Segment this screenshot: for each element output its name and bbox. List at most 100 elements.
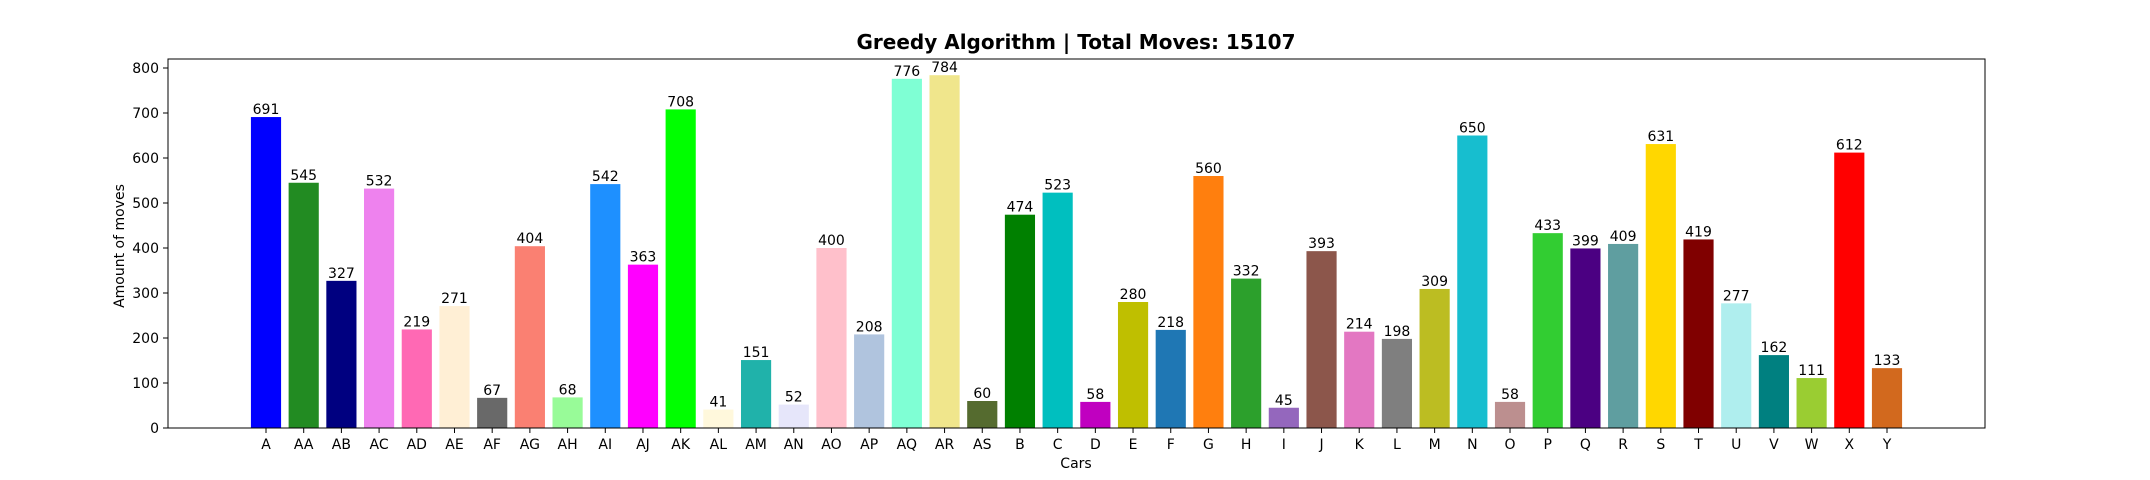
- value-label-a: 691: [253, 102, 280, 118]
- x-tick-label-y: Y: [1882, 437, 1892, 453]
- value-label-q: 399: [1572, 233, 1599, 249]
- value-label-k: 214: [1346, 317, 1373, 333]
- bar-p: [1532, 233, 1563, 428]
- value-label-d: 58: [1086, 387, 1104, 403]
- bar-ar: [929, 75, 960, 428]
- value-label-j: 393: [1308, 236, 1335, 252]
- bar-ao: [816, 248, 847, 428]
- bar-r: [1608, 243, 1639, 428]
- value-label-l: 198: [1384, 324, 1411, 340]
- x-tick-label-af: AF: [483, 437, 501, 453]
- x-tick-label-ag: AG: [520, 437, 540, 453]
- value-label-y: 133: [1874, 353, 1901, 369]
- y-tick-label-600: 600: [132, 151, 159, 167]
- y-tick-label-500: 500: [132, 196, 159, 212]
- bar-ai: [590, 184, 621, 428]
- bar-h: [1231, 278, 1262, 428]
- bar-ad: [401, 329, 432, 428]
- bar-ap: [854, 334, 885, 428]
- value-label-t: 419: [1685, 224, 1712, 240]
- bar-aa: [288, 182, 319, 428]
- x-tick-label-k: K: [1355, 437, 1365, 453]
- bar-l: [1381, 338, 1413, 428]
- value-label-ah: 68: [559, 382, 577, 398]
- x-tick-label-ak: AK: [671, 437, 691, 453]
- value-label-h: 332: [1233, 264, 1260, 280]
- value-label-u: 277: [1723, 288, 1750, 304]
- x-tick-label-aq: AQ: [897, 437, 917, 453]
- value-label-f: 218: [1157, 315, 1184, 331]
- value-label-ar: 784: [931, 60, 958, 76]
- value-label-s: 631: [1647, 129, 1674, 145]
- value-label-b: 474: [1007, 200, 1034, 216]
- bar-am: [740, 360, 772, 428]
- bar-x: [1834, 152, 1865, 428]
- x-tick-label-r: R: [1618, 437, 1628, 453]
- bar-af: [477, 397, 508, 428]
- x-tick-label-m: M: [1429, 437, 1441, 453]
- bar-ak: [665, 109, 696, 429]
- x-tick-label-ah: AH: [558, 437, 578, 453]
- y-tick-label-700: 700: [132, 106, 159, 122]
- value-label-m: 309: [1421, 274, 1448, 290]
- value-label-aa: 545: [290, 168, 317, 184]
- x-tick-label-c: C: [1053, 437, 1063, 453]
- y-tick-label-400: 400: [132, 241, 159, 257]
- bar-v: [1758, 355, 1789, 428]
- bar-m: [1419, 288, 1450, 428]
- x-tick-label-w: W: [1805, 437, 1819, 453]
- bar-ah: [552, 397, 583, 428]
- x-tick-label-q: Q: [1580, 437, 1591, 453]
- bar-y: [1871, 368, 1903, 428]
- value-label-w: 111: [1798, 363, 1825, 379]
- value-label-ao: 400: [818, 233, 845, 249]
- bar-t: [1683, 239, 1714, 428]
- value-label-ac: 532: [366, 174, 393, 190]
- x-tick-label-l: L: [1393, 437, 1401, 453]
- x-tick-label-i: I: [1282, 437, 1286, 453]
- value-label-an: 52: [785, 390, 803, 406]
- x-tick-label-an: AN: [784, 437, 804, 453]
- y-tick-label-100: 100: [132, 376, 159, 392]
- x-tick-label-v: V: [1769, 437, 1779, 453]
- bar-ac: [364, 188, 395, 428]
- bar-i: [1268, 407, 1299, 428]
- x-axis-label: Cars: [1060, 456, 1091, 472]
- x-tick-label-t: T: [1693, 437, 1703, 453]
- bar-c: [1042, 192, 1073, 428]
- value-label-aj: 363: [630, 250, 657, 266]
- bar-ag: [514, 246, 545, 428]
- y-ticks-group: 0 100 200 300 400 500 600 700 800: [132, 61, 168, 437]
- x-tick-label-s: S: [1656, 437, 1665, 453]
- bar-f: [1155, 329, 1186, 428]
- value-label-ag: 404: [517, 231, 544, 247]
- value-label-af: 67: [483, 383, 501, 399]
- x-tick-label-ae: AE: [445, 437, 463, 453]
- x-tick-label-x: X: [1845, 437, 1855, 453]
- y-axis-label: Amount of moves: [112, 184, 128, 308]
- x-tick-label-ar: AR: [935, 437, 955, 453]
- bar-ab: [326, 280, 357, 428]
- value-label-x: 612: [1836, 138, 1863, 154]
- x-tick-label-aj: AJ: [636, 437, 650, 453]
- bar-aj: [627, 264, 659, 428]
- y-tick-label-0: 0: [150, 421, 159, 437]
- value-label-ae: 271: [441, 291, 468, 307]
- bar-d: [1080, 401, 1111, 428]
- bar-a: [250, 117, 282, 429]
- x-tick-label-e: E: [1129, 437, 1138, 453]
- value-label-o: 58: [1501, 387, 1519, 403]
- x-tick-label-ai: AI: [598, 437, 612, 453]
- bar-w: [1796, 378, 1827, 428]
- value-label-ak: 708: [667, 94, 694, 110]
- value-label-aq: 776: [893, 64, 920, 80]
- x-tick-label-al: AL: [710, 437, 728, 453]
- x-tick-label-ab: AB: [332, 437, 351, 453]
- bar-al: [703, 409, 734, 428]
- value-label-v: 162: [1761, 340, 1788, 356]
- value-label-ap: 208: [856, 319, 883, 335]
- value-label-i: 45: [1275, 393, 1293, 409]
- chart-title: Greedy Algorithm | Total Moves: 15107: [857, 30, 1296, 54]
- x-tick-label-ap: AP: [860, 437, 878, 453]
- x-tick-label-ao: AO: [821, 437, 841, 453]
